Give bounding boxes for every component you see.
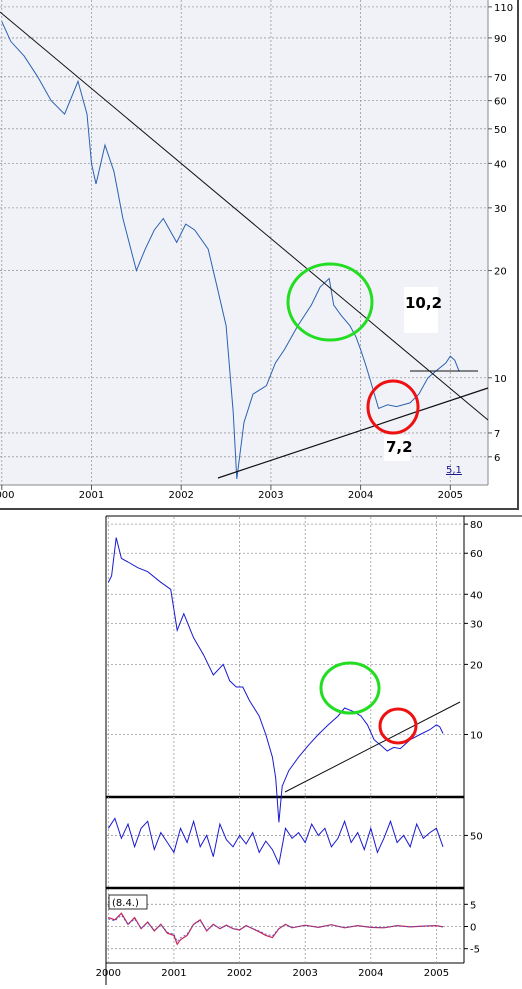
top-y-tick-label: 10 — [494, 374, 507, 385]
top-x-tick-label: 2005 — [438, 490, 463, 501]
mid-y-tick-label: 40 — [470, 590, 483, 601]
mid-y-tick-label: 30 — [470, 619, 483, 630]
macd-y-tick-label: -5 — [470, 945, 480, 956]
macd-y-tick-label: 0 — [470, 923, 476, 934]
top-y-tick-label: 110 — [494, 3, 513, 14]
top-y-tick-label: 6 — [494, 453, 500, 464]
top-uptrend-line — [217, 387, 489, 479]
mid-price-y-tick-labels: 80 60 40 30 20 10 — [470, 520, 483, 741]
osc-y-tick-label: 50 — [470, 831, 483, 842]
bottom-x-tick-label: 2002 — [227, 968, 252, 979]
top-y-tick-label: 7 — [494, 429, 500, 440]
top-annotation-5-1: 5,1 — [446, 465, 462, 476]
top-red-circle — [366, 379, 420, 435]
oscillator-y-tick-labels: 50 — [470, 831, 483, 842]
top-y-tick-label: 60 — [494, 97, 507, 108]
top-y-tick-label: 50 — [494, 125, 507, 136]
top-x-tick-label: 2003 — [258, 490, 283, 501]
bottom-x-tick-label: 2003 — [292, 968, 317, 979]
top-annotation-box-10-2 — [404, 287, 438, 333]
top-annotation-7-2: 7,2 — [386, 438, 413, 456]
top-x-tick-label: 2001 — [79, 490, 104, 501]
top-y-tick-label: 30 — [494, 204, 507, 215]
bottom-x-tick-label: 2000 — [96, 968, 121, 979]
bottom-x-tick-labels: 2000 2001 2002 2003 2004 2005 — [96, 968, 450, 979]
mid-price-series-line — [107, 537, 444, 823]
top-x-tick-label: 2004 — [348, 490, 373, 501]
bottom-x-tick-label: 2004 — [358, 968, 383, 979]
top-price-series-line — [1, 21, 460, 479]
top-green-circle — [286, 262, 374, 342]
top-x-tick-label: 2000 — [0, 490, 15, 501]
macd-y-tick-labels: 5 0 -5 — [470, 900, 480, 955]
top-y-tick-label: 70 — [494, 73, 507, 84]
mid-uptrend-line — [284, 701, 461, 793]
macd-legend-label: (8.4.) — [112, 898, 139, 909]
bottom-gridlines — [107, 517, 468, 963]
top-y-tick-label: 20 — [494, 267, 507, 278]
top-y-tick-label: 90 — [494, 34, 507, 45]
top-gridlines — [0, 0, 492, 490]
macd-legend-box — [108, 894, 148, 910]
top-downtrend-line — [0, 11, 489, 421]
mid-y-tick-label: 20 — [470, 660, 483, 671]
macd-signal-line — [108, 914, 444, 943]
macd-y-tick-label: 5 — [470, 900, 476, 911]
mid-green-circle — [319, 661, 381, 715]
bottom-x-tick-label: 2005 — [424, 968, 449, 979]
mid-red-circle — [378, 707, 418, 745]
bottom-chart-frame — [105, 515, 522, 989]
oscillator-series-line — [107, 817, 444, 866]
mid-y-tick-label: 80 — [470, 520, 483, 531]
bottom-x-tick-label: 2001 — [161, 968, 186, 979]
top-y-tick-labels: 110 90 70 60 50 40 30 20 10 7 6 — [494, 3, 513, 464]
top-y-tick-label: 40 — [494, 159, 507, 170]
mid-y-tick-label: 60 — [470, 549, 483, 560]
mid-y-tick-label: 10 — [470, 731, 483, 742]
top-x-tick-label: 2002 — [168, 490, 193, 501]
top-annotation-box-7-2 — [384, 435, 410, 461]
top-annotation-10-2: 10,2 — [405, 294, 442, 312]
top-x-tick-labels: 2000 2001 2002 2003 2004 2005 — [0, 490, 463, 501]
